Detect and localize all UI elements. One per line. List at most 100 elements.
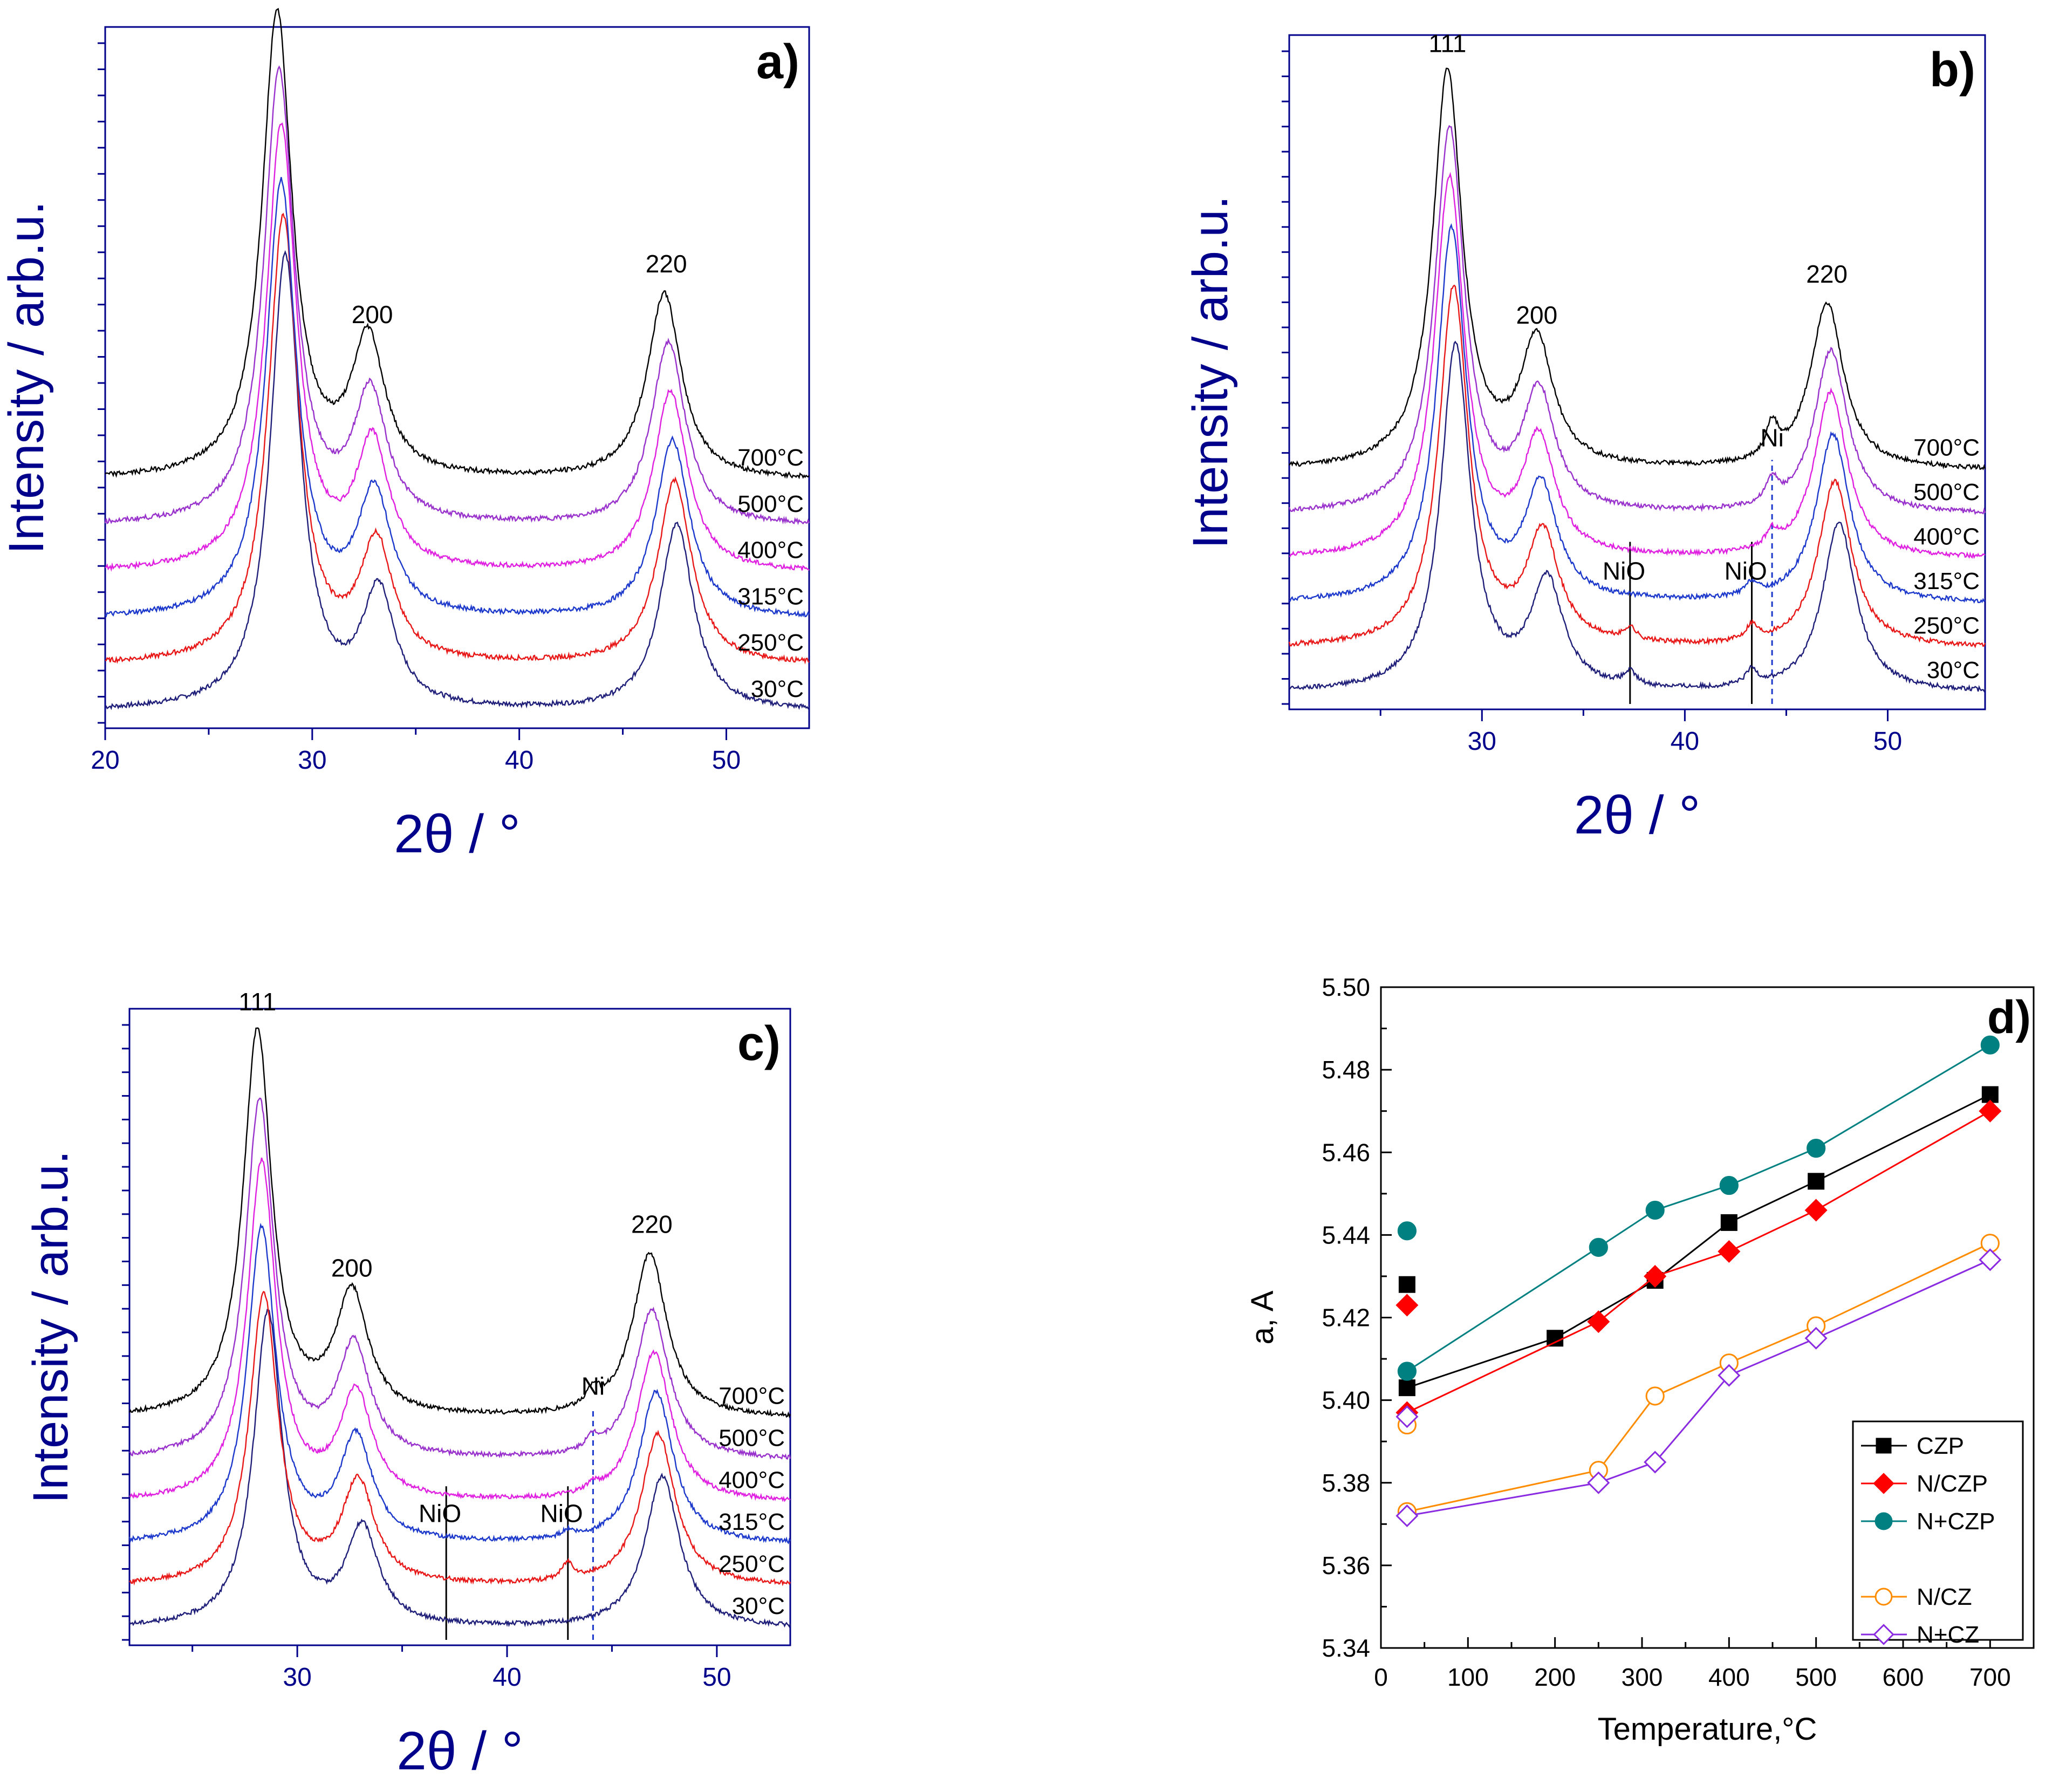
panel-d-lattice-chart: 0 100 200 300 400 500 600 700 5.34 5.36 5.38 5.40 5.… (1245, 973, 2035, 1747)
x-tick-label: 40 (492, 1663, 521, 1692)
x-tick-label: 400 (1708, 1663, 1750, 1691)
peak-label: 200 (352, 300, 393, 329)
series-temperature-label: 315°C (1913, 568, 1980, 594)
series-line-500c (129, 1097, 791, 1460)
series-temperature-label: 250°C (1913, 613, 1980, 639)
plot-frame (128, 1008, 791, 1646)
data-point-circle (1980, 1035, 2000, 1055)
panel-b-xrd-chart: 30 40 50 2θ / ° Intensity / arb.u. b) 30°C 250°… (1183, 29, 1986, 845)
legend-label: N/CZ (1917, 1584, 1972, 1610)
series-line-250c (1288, 284, 1986, 648)
peak-label: 200 (1516, 301, 1557, 329)
data-point-diamond (1644, 1451, 1667, 1474)
x-tick-label: 30 (298, 746, 326, 775)
data-point-diamond (1804, 1199, 1828, 1222)
x-tick-label: 700 (1969, 1663, 2011, 1691)
data-point-diamond (1873, 1473, 1894, 1494)
legend-label: N/CZP (1917, 1470, 1988, 1497)
panel-label: b) (1930, 43, 1975, 97)
series-line-400c (1289, 172, 1986, 559)
series-temperature-label: 400°C (737, 537, 804, 564)
series-line-500c (1288, 125, 1986, 515)
data-point-diamond (1979, 1248, 2002, 1271)
x-tick-label: 100 (1447, 1663, 1489, 1691)
x-tick-label: 600 (1883, 1663, 1924, 1691)
series-line-ncz (1407, 1242, 1990, 1513)
data-point-diamond (1718, 1240, 1741, 1263)
x-axis-title: Temperature,°C (1598, 1712, 1817, 1747)
series-temperature-label: 30°C (1927, 657, 1980, 683)
panel-a-xrd-chart: 20 30 40 50 2θ / ° Intensity / arb.u. a) 30°C 25… (0, 8, 810, 864)
data-point-diamond (1804, 1326, 1828, 1350)
x-axis-title: 2θ / ° (1574, 785, 1701, 845)
data-point-square (1808, 1173, 1825, 1190)
x-tick-label: 300 (1622, 1663, 1663, 1691)
peak-label: Ni (582, 1372, 605, 1400)
series-line-czp (1406, 1093, 1990, 1389)
data-point-diamond (1395, 1405, 1419, 1428)
data-point-diamond (1979, 1099, 2002, 1123)
series-temperature-label: 315°C (737, 583, 804, 610)
series-line-nczp (1406, 1110, 1991, 1413)
y-axis-title: Intensity / arb.u. (1183, 196, 1238, 549)
data-point-square (1547, 1330, 1564, 1347)
series-line-700c (105, 8, 810, 480)
y-axis-title: a, A (1245, 1290, 1280, 1344)
series-temperature-label: 500°C (737, 491, 804, 517)
series-line-700c (128, 1027, 791, 1418)
data-point-circle (1589, 1237, 1608, 1257)
panel-label: c) (737, 1017, 781, 1071)
series-line-250c (105, 213, 810, 665)
data-point-square (1720, 1214, 1737, 1231)
y-tick-label: 5.36 (1322, 1551, 1370, 1579)
y-tick-label: 5.38 (1322, 1469, 1370, 1497)
x-tick-label: 30 (1468, 727, 1496, 756)
x-tick-label: 50 (702, 1663, 731, 1692)
peak-label: 220 (646, 250, 687, 278)
peak-label: Ni (1760, 424, 1783, 452)
data-point-square (1876, 1438, 1892, 1454)
series-temperature-label: 700°C (1913, 435, 1980, 461)
plot-frame (104, 26, 810, 729)
x-tick-label: 40 (1671, 727, 1699, 756)
x-tick-label: 500 (1795, 1663, 1837, 1691)
series-line-315c (104, 177, 810, 618)
data-point-square (1981, 1086, 1999, 1103)
y-axis-title: Intensity / arb.u. (0, 201, 54, 555)
legend: CZP N/CZP N+CZP N/CZ N+CZ (1852, 1420, 2024, 1648)
series-line-30c (1289, 340, 1986, 693)
series-line-400c (105, 122, 810, 572)
data-point-circle (1397, 1221, 1417, 1241)
data-point-circle (1807, 1138, 1826, 1158)
legend-box (1852, 1420, 2024, 1641)
data-point-square (1398, 1379, 1415, 1397)
series-temperature-label: 500°C (719, 1425, 785, 1451)
peak-label: NiO (540, 1499, 583, 1527)
plot-frame (1288, 34, 1986, 710)
series-temperature-label: 700°C (719, 1383, 785, 1410)
data-point-diamond (1587, 1310, 1610, 1333)
data-point-diamond (1395, 1504, 1419, 1528)
x-tick-label: 50 (1873, 727, 1902, 756)
x-tick-label: 20 (91, 746, 119, 775)
series-temperature-label: 30°C (732, 1593, 785, 1619)
x-tick-label: 200 (1534, 1663, 1576, 1691)
x-tick-label: 30 (283, 1663, 311, 1692)
y-axis-title: Intensity / arb.u. (23, 1151, 78, 1504)
y-tick-label: 5.42 (1322, 1304, 1370, 1332)
data-point-circle (1719, 1175, 1739, 1195)
x-tick-label: 40 (505, 746, 533, 775)
series-line-315c (128, 1222, 791, 1544)
data-point-diamond (1718, 1364, 1741, 1387)
series-temperature-label: 250°C (719, 1551, 785, 1577)
series-line-315c (1289, 223, 1986, 604)
y-tick-label: 5.40 (1322, 1386, 1370, 1414)
data-point-diamond (1644, 1264, 1667, 1288)
series-line-30c (128, 1309, 791, 1629)
peak-label: 220 (1806, 260, 1848, 288)
series-temperature-label: 30°C (751, 676, 804, 702)
x-axis-title: 2θ / ° (394, 804, 521, 864)
x-tick-label: 50 (712, 746, 741, 775)
series-temperature-label: 700°C (737, 444, 804, 471)
